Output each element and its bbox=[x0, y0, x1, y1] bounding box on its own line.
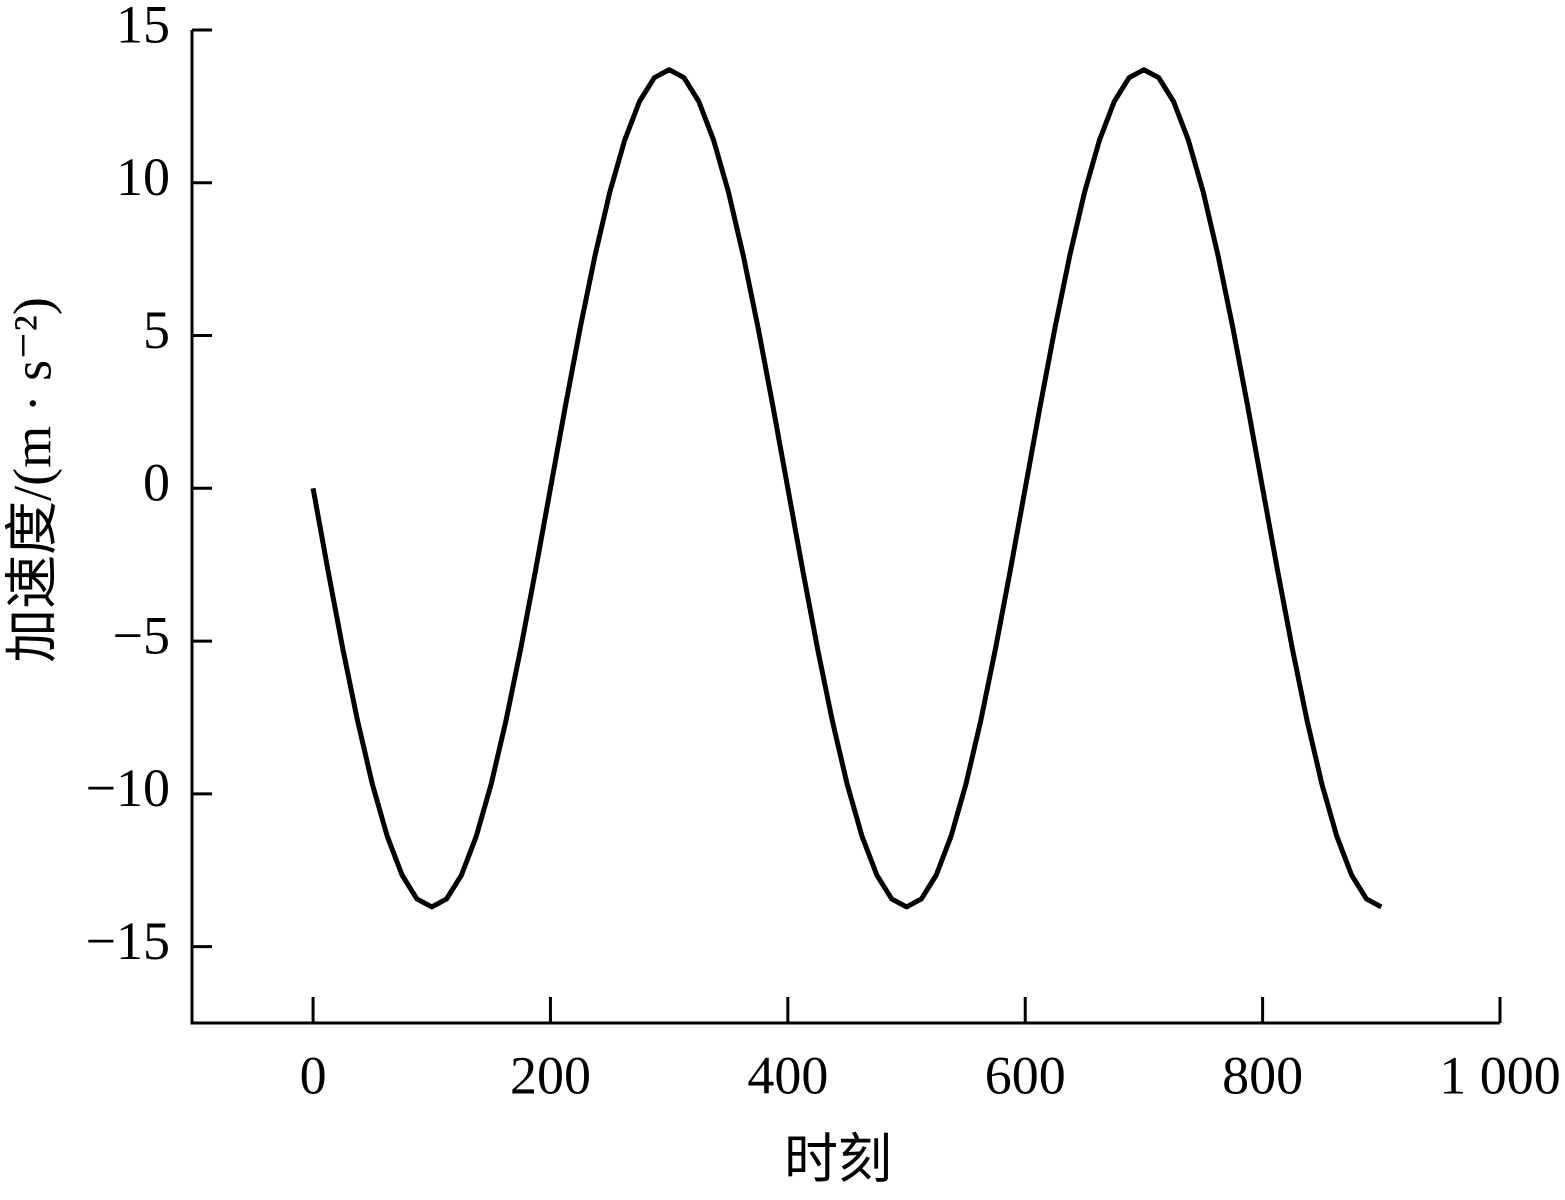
line-series bbox=[310, 67, 1383, 910]
y-tick-label: −10 bbox=[86, 758, 170, 818]
y-tick-label: 15 bbox=[116, 0, 170, 54]
y-tick-label: −5 bbox=[113, 605, 170, 665]
x-tick-label: 200 bbox=[510, 1045, 591, 1105]
y-tick-label: 5 bbox=[143, 300, 170, 360]
y-axis-label: 加速度/(m · s⁻²) bbox=[2, 297, 62, 663]
y-tick-label: −15 bbox=[86, 911, 170, 971]
x-tick-label: 0 bbox=[300, 1045, 327, 1105]
x-tick-label: 800 bbox=[1222, 1045, 1303, 1105]
x-tick-label: 600 bbox=[985, 1045, 1066, 1105]
x-tick-label: 400 bbox=[747, 1045, 828, 1105]
y-tick-label: 0 bbox=[143, 453, 170, 513]
x-tick-label: 1 000 bbox=[1439, 1045, 1561, 1105]
axes bbox=[190, 30, 1500, 1025]
y-tick-label: 10 bbox=[116, 147, 170, 207]
x-axis-label: 时刻 bbox=[784, 1129, 892, 1189]
